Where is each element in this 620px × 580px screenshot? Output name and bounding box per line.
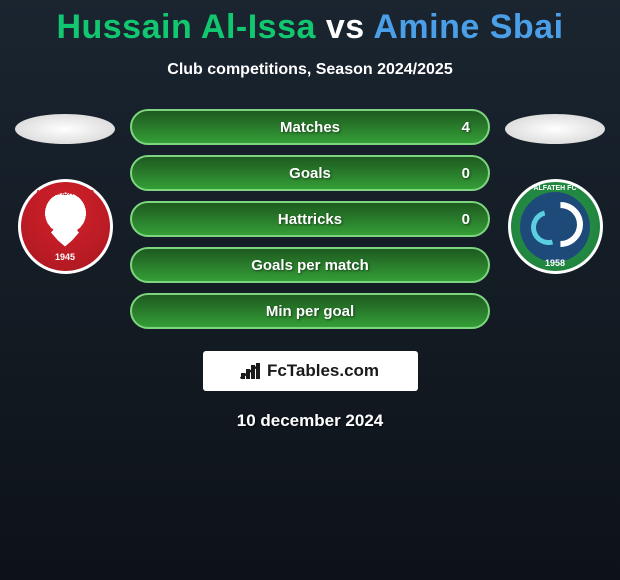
left-column: AL WEHDA CLUB 1945 xyxy=(10,109,120,339)
flag-right xyxy=(505,114,605,144)
stat-row-goals-per-match: Goals per match xyxy=(130,247,490,283)
stat-right-value: 4 xyxy=(450,119,470,136)
stat-label: Hattricks xyxy=(278,211,342,228)
player-left-name: Hussain Al-Issa xyxy=(56,8,315,46)
club-logo-right: ALFATEH FC 1958 xyxy=(508,179,603,274)
stat-row-matches: Matches 4 xyxy=(130,109,490,145)
stat-right-value: 0 xyxy=(450,211,470,228)
club-logo-left: AL WEHDA CLUB 1945 xyxy=(18,179,113,274)
player-right-name: Amine Sbai xyxy=(373,8,563,46)
content-area: AL WEHDA CLUB 1945 Matches 4 Goals 0 Hat… xyxy=(0,109,620,339)
stat-label: Matches xyxy=(280,119,340,136)
right-column: ALFATEH FC 1958 xyxy=(500,109,610,339)
date-text: 10 december 2024 xyxy=(0,411,620,431)
stats-column: Matches 4 Goals 0 Hattricks 0 Goals per … xyxy=(120,109,500,339)
stat-label: Goals xyxy=(289,165,331,182)
chart-icon xyxy=(241,363,263,379)
club-left-name: AL WEHDA CLUB xyxy=(36,190,95,197)
club-right-inner-icon xyxy=(520,192,590,262)
stat-label: Goals per match xyxy=(251,257,369,274)
flag-left xyxy=(15,114,115,144)
comparison-title: Hussain Al-Issa vs Amine Sbai xyxy=(0,0,620,47)
club-left-shape-icon xyxy=(51,207,79,247)
stat-row-hattricks: Hattricks 0 xyxy=(130,201,490,237)
stat-row-min-per-goal: Min per goal xyxy=(130,293,490,329)
stat-right-value: 0 xyxy=(450,165,470,182)
fctables-text: FcTables.com xyxy=(267,361,379,381)
vs-text: vs xyxy=(326,8,365,46)
subtitle: Club competitions, Season 2024/2025 xyxy=(0,61,620,79)
fctables-logo[interactable]: FcTables.com xyxy=(203,351,418,391)
club-right-year: 1958 xyxy=(545,258,565,268)
club-left-year: 1945 xyxy=(55,252,75,262)
stat-row-goals: Goals 0 xyxy=(130,155,490,191)
stat-label: Min per goal xyxy=(266,303,354,320)
